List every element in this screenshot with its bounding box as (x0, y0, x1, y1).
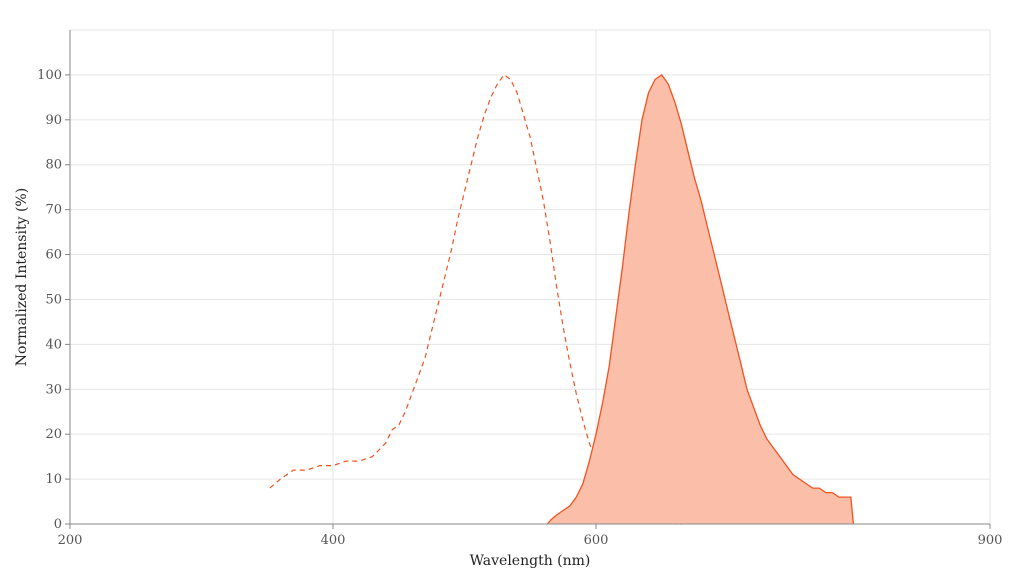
series-layer (269, 74, 855, 525)
y-tick-label: 100 (37, 68, 62, 83)
grid (70, 29, 991, 524)
x-tick-label: 900 (978, 533, 1003, 548)
y-tick-label: 70 (45, 203, 62, 218)
y-tick-label: 30 (45, 382, 62, 397)
y-axis-title: Normalized Intensity (%) (14, 188, 30, 366)
x-axis-title: Wavelength (nm) (470, 553, 591, 569)
axes: 0 10 20 30 40 50 60 70 80 90 100 200 400 600 900 (37, 30, 1002, 548)
emission-area-fill (547, 74, 854, 525)
x-tick-label: 400 (321, 533, 346, 548)
y-tick-label: 50 (45, 292, 62, 307)
y-tick-label: 20 (45, 427, 62, 442)
y-tick-label: 60 (45, 248, 62, 263)
y-tick-label: 80 (45, 158, 62, 173)
emission-line (546, 74, 855, 525)
x-tick-label: 200 (58, 533, 83, 548)
y-tick-label: 90 (45, 113, 62, 128)
y-tick-label: 0 (54, 517, 62, 532)
excitation-dashed-line (269, 74, 682, 525)
y-tick-label: 10 (45, 472, 62, 487)
x-tick-label: 600 (584, 533, 609, 548)
y-tick-label: 40 (45, 337, 62, 352)
